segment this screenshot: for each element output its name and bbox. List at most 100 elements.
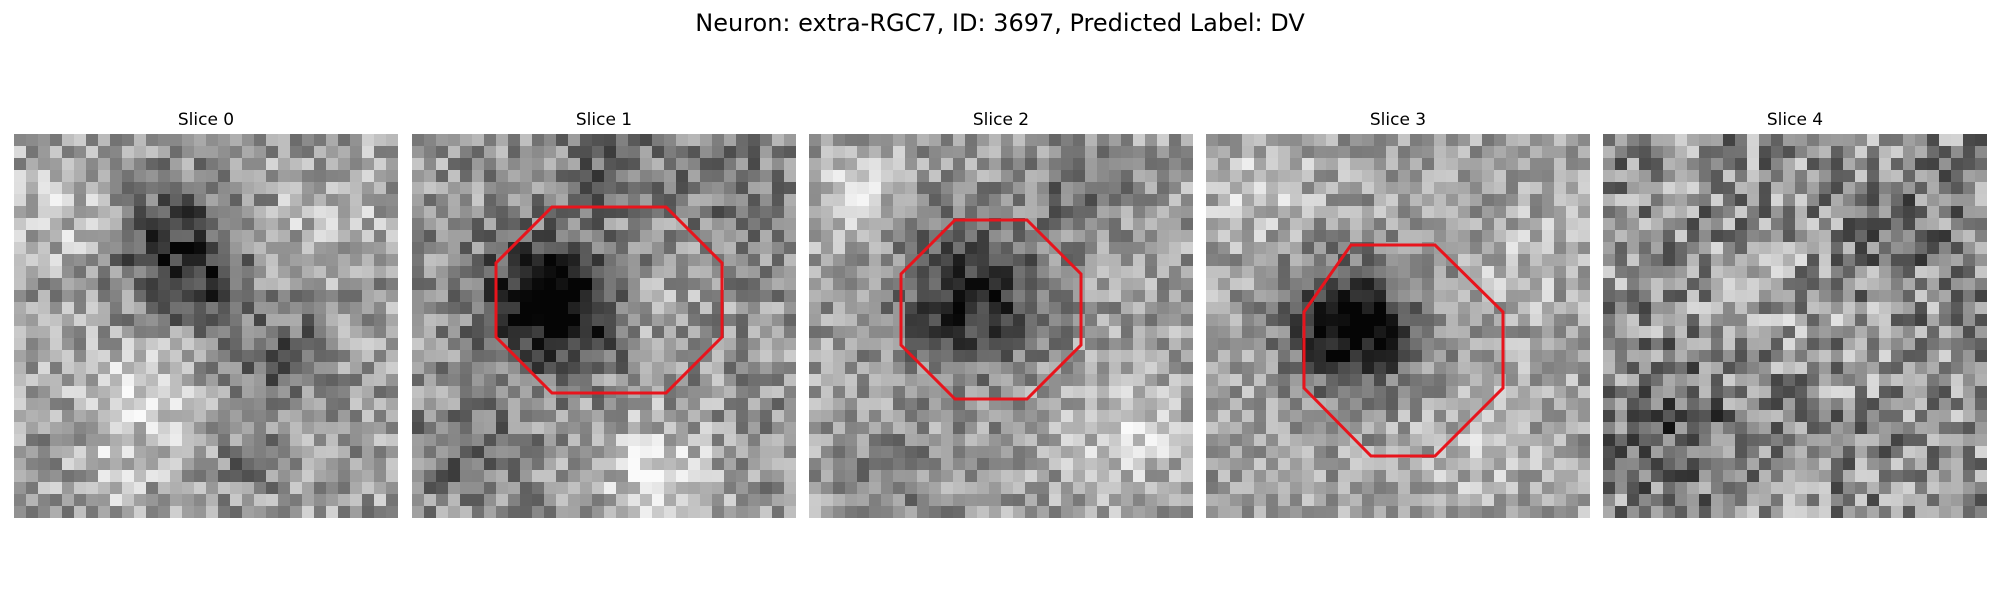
pixel xyxy=(38,410,51,423)
pixel xyxy=(1482,194,1495,207)
pixel xyxy=(700,374,713,387)
pixel xyxy=(664,242,677,255)
pixel xyxy=(1470,338,1483,351)
pixel xyxy=(484,326,497,339)
pixel xyxy=(1687,242,1700,255)
pixel xyxy=(556,482,569,495)
pixel xyxy=(1206,374,1219,387)
pixel xyxy=(424,230,437,243)
pixel xyxy=(772,170,785,183)
pixel xyxy=(965,410,978,423)
pixel xyxy=(1410,458,1423,471)
pixel xyxy=(1939,206,1952,219)
pixel xyxy=(592,494,605,507)
pixel xyxy=(194,434,207,447)
pixel xyxy=(1855,422,1868,435)
pixel xyxy=(170,434,183,447)
pixel xyxy=(158,194,171,207)
pixel xyxy=(218,410,231,423)
pixel xyxy=(1049,170,1062,183)
pixel xyxy=(242,458,255,471)
pixel xyxy=(1169,206,1182,219)
pixel xyxy=(290,398,303,411)
pixel xyxy=(821,398,834,411)
pixel xyxy=(628,398,641,411)
pixel xyxy=(74,434,87,447)
pixel xyxy=(953,410,966,423)
pixel xyxy=(941,134,954,147)
pixel xyxy=(1939,254,1952,267)
pixel xyxy=(1001,194,1014,207)
pixel xyxy=(544,470,557,483)
pixel xyxy=(1458,398,1471,411)
pixel xyxy=(1001,458,1014,471)
pixel xyxy=(772,314,785,327)
pixel xyxy=(1326,386,1339,399)
pixel xyxy=(122,206,135,219)
pixel xyxy=(1603,314,1616,327)
pixel xyxy=(1687,290,1700,303)
pixel xyxy=(338,254,351,267)
pixel xyxy=(1133,182,1146,195)
pixel xyxy=(1133,338,1146,351)
pixel xyxy=(1723,158,1736,171)
pixel xyxy=(568,434,581,447)
pixel xyxy=(1145,350,1158,363)
pixel xyxy=(1422,206,1435,219)
pixel xyxy=(1518,242,1531,255)
pixel xyxy=(1073,374,1086,387)
pixel xyxy=(1109,194,1122,207)
pixel xyxy=(326,434,339,447)
pixel xyxy=(1903,182,1916,195)
pixel xyxy=(460,302,473,315)
pixel xyxy=(1302,422,1315,435)
pixel xyxy=(1037,458,1050,471)
pixel xyxy=(1254,482,1267,495)
pixel xyxy=(1290,218,1303,231)
pixel xyxy=(194,350,207,363)
pixel xyxy=(62,350,75,363)
pixel xyxy=(905,278,918,291)
pixel xyxy=(748,326,761,339)
pixel xyxy=(1578,170,1590,183)
pixel xyxy=(146,242,159,255)
pixel xyxy=(1963,218,1976,231)
pixel xyxy=(1037,290,1050,303)
pixel xyxy=(989,242,1002,255)
pixel xyxy=(1025,470,1038,483)
pixel xyxy=(1410,146,1423,159)
pixel xyxy=(1783,242,1796,255)
pixel xyxy=(1374,206,1387,219)
pixel xyxy=(1975,434,1987,447)
pixel xyxy=(1085,242,1098,255)
pixel xyxy=(1386,302,1399,315)
pixel xyxy=(1206,218,1219,231)
pixel xyxy=(941,494,954,507)
pixel xyxy=(1230,218,1243,231)
pixel xyxy=(350,302,363,315)
pixel xyxy=(520,314,533,327)
pixel xyxy=(194,134,207,147)
pixel xyxy=(857,494,870,507)
pixel xyxy=(1494,266,1507,279)
pixel xyxy=(1783,314,1796,327)
pixel xyxy=(1891,386,1904,399)
pixel xyxy=(1927,230,1940,243)
pixel xyxy=(374,326,387,339)
pixel xyxy=(74,326,87,339)
pixel xyxy=(1350,422,1363,435)
pixel xyxy=(905,146,918,159)
pixel xyxy=(266,278,279,291)
pixel xyxy=(386,158,398,171)
pixel xyxy=(1783,146,1796,159)
pixel xyxy=(809,230,822,243)
pixel xyxy=(242,290,255,303)
pixel xyxy=(1157,266,1170,279)
pixel xyxy=(484,194,497,207)
pixel xyxy=(424,422,437,435)
pixel xyxy=(809,290,822,303)
pixel xyxy=(508,158,521,171)
pixel xyxy=(1939,266,1952,279)
pixel xyxy=(26,218,39,231)
pixel xyxy=(1121,470,1134,483)
